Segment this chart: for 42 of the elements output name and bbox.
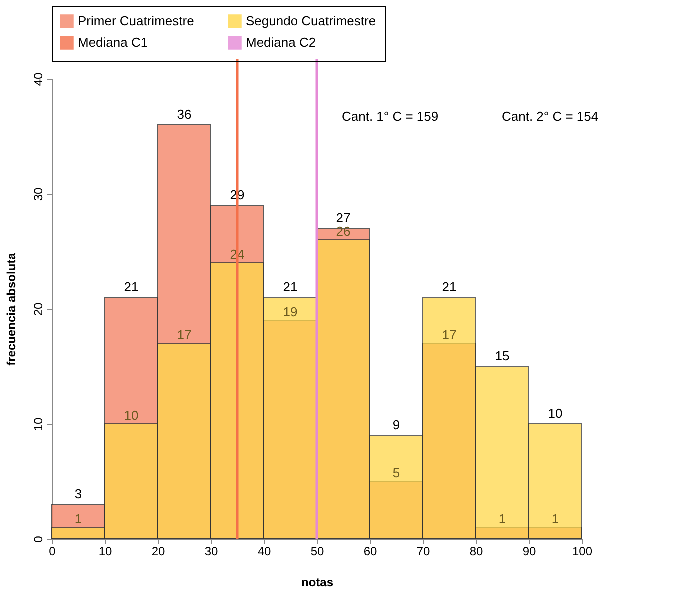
data-label: 9 bbox=[392, 418, 400, 432]
data-label: 21 bbox=[283, 280, 298, 294]
x-axis-title: notas bbox=[301, 576, 334, 590]
legend-label: Segundo Cuatrimestre bbox=[246, 13, 376, 28]
data-label: 19 bbox=[283, 304, 298, 320]
x-tick-label: 90 bbox=[522, 544, 536, 558]
data-label: 10 bbox=[124, 408, 139, 423]
x-tick-label: 60 bbox=[364, 544, 378, 558]
y-tick-label: 10 bbox=[32, 418, 46, 432]
legend-label: Mediana C1 bbox=[78, 35, 148, 50]
data-label: 3 bbox=[74, 486, 82, 502]
x-tick-label: 30 bbox=[204, 544, 218, 558]
data-label: 27 bbox=[336, 210, 351, 226]
legend-label: Primer Cuatrimestre bbox=[78, 13, 194, 28]
x-tick-label: 20 bbox=[152, 544, 166, 558]
annotation: Cant. 2° C = 154 bbox=[502, 109, 599, 124]
data-label: 17 bbox=[442, 328, 457, 342]
data-label: 36 bbox=[177, 107, 192, 122]
data-label: 5 bbox=[392, 466, 400, 480]
data-label: 15 bbox=[495, 348, 510, 364]
x-tick-label: 0 bbox=[49, 544, 56, 558]
y-tick-label: 0 bbox=[32, 536, 46, 543]
data-label: 17 bbox=[177, 328, 192, 342]
y-tick-label: 40 bbox=[32, 72, 46, 86]
x-tick-label: 40 bbox=[258, 544, 272, 558]
data-label: 21 bbox=[442, 280, 457, 294]
data-label: 10 bbox=[548, 406, 563, 421]
y-tick-label: 30 bbox=[32, 188, 46, 202]
data-label: 21 bbox=[124, 280, 139, 294]
x-tick-label: 70 bbox=[416, 544, 430, 558]
y-axis-title: frecuencia absoluta bbox=[4, 252, 18, 366]
data-label: 1 bbox=[552, 512, 560, 526]
legend-label: Mediana C2 bbox=[246, 35, 316, 50]
annotation: Cant. 1° C = 159 bbox=[342, 109, 439, 124]
x-tick-label: 50 bbox=[310, 544, 324, 558]
data-label: 1 bbox=[74, 512, 82, 526]
y-tick-label: 20 bbox=[32, 302, 46, 316]
x-tick-label: 80 bbox=[470, 544, 484, 558]
x-tick-label: 10 bbox=[98, 544, 112, 558]
data-label: 24 bbox=[230, 247, 245, 262]
data-label: 1 bbox=[498, 512, 506, 526]
x-tick-label: 100 bbox=[572, 544, 593, 558]
